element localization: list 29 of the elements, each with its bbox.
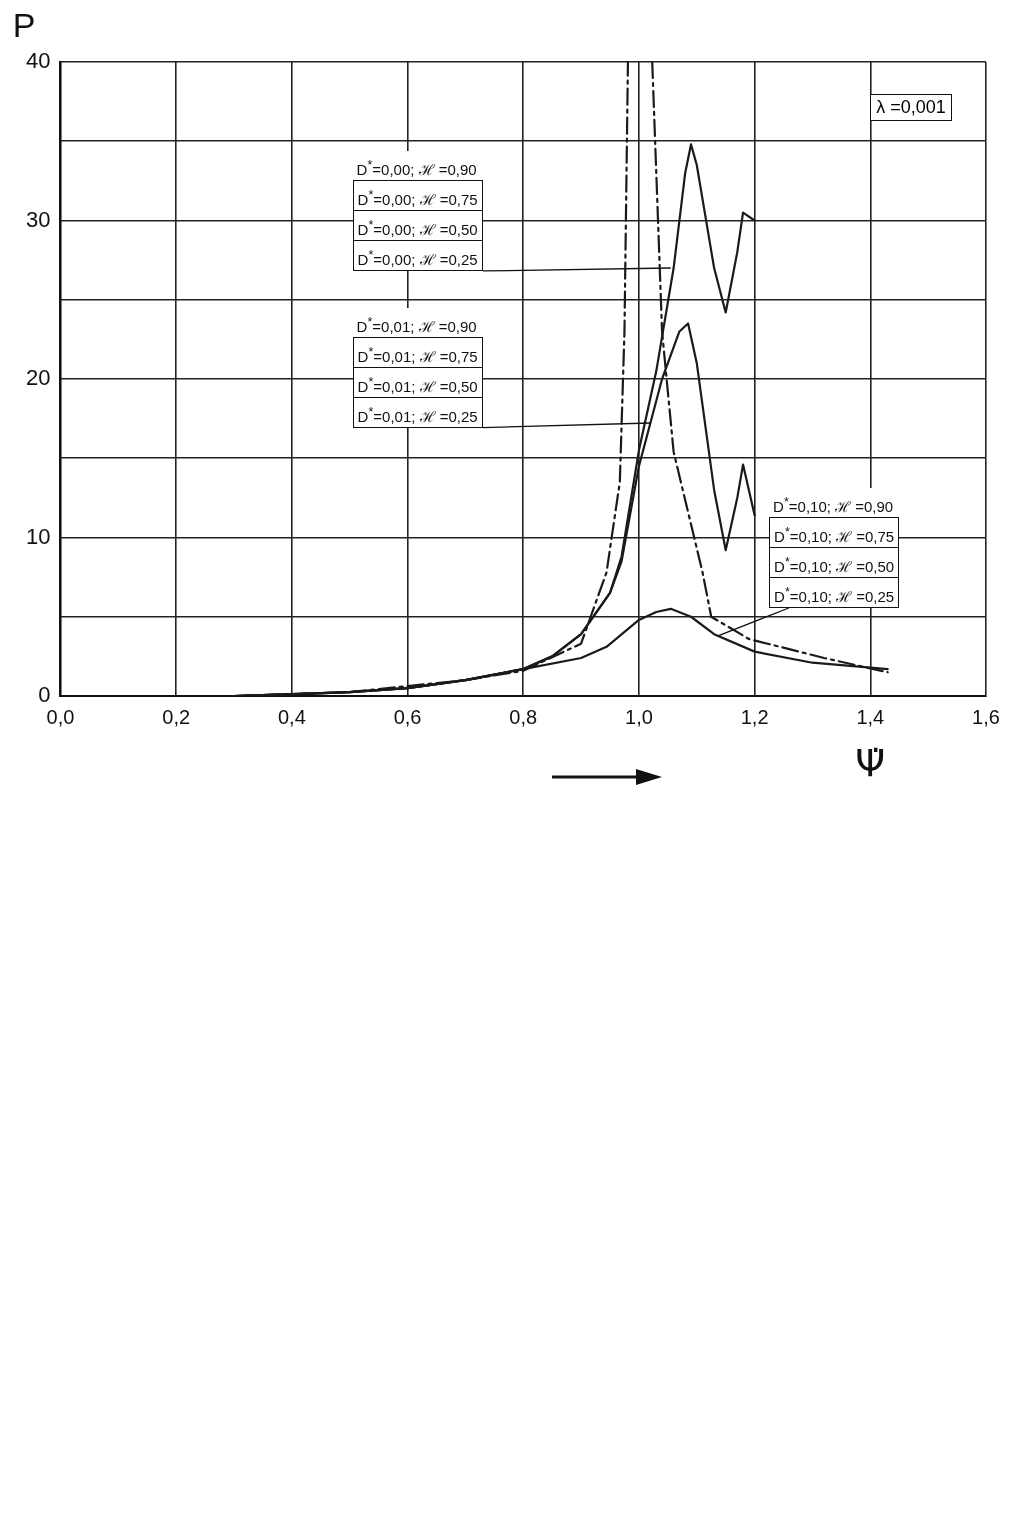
x-tick-label: 0,4 <box>277 705 306 728</box>
x-tick-label: 1,6 <box>972 705 1000 728</box>
annotation: D$^{*}$=0,01; ℋ =0,50 <box>352 366 483 397</box>
x-tick-label: 0,6 <box>393 705 422 728</box>
annotation: D$^{*}$=0,10; ℋ =0,25 <box>769 577 900 609</box>
y-axis-title: P <box>12 6 36 45</box>
y-tick-label: 0 <box>38 682 51 708</box>
annotation: D$^{*}$=0,10; ℋ =0,75 <box>769 517 900 548</box>
x-tick-label: 0,0 <box>46 705 75 728</box>
x-tick-label: 1,2 <box>740 705 769 728</box>
x-axis-title: Ψ̇ <box>855 741 886 785</box>
annotation: D$^{*}$=0,00; ℋ =0,25 <box>352 239 483 271</box>
annotation: D$^{*}$=0,00; ℋ =0,50 <box>352 209 483 240</box>
x-tick-label: 0,8 <box>509 705 538 728</box>
y-tick-label: 40 <box>25 48 51 74</box>
y-tick-label: 10 <box>25 523 51 549</box>
annotation: D$^{*}$=0,10; ℋ =0,50 <box>769 547 900 578</box>
y-tick-label: 30 <box>25 206 51 232</box>
annotation: λ =0,001 <box>870 93 952 121</box>
annotation: D$^{*}$=0,01; ℋ =0,25 <box>352 396 483 428</box>
annotation: D$^{*}$=0,01; ℋ =0,90 <box>352 307 483 337</box>
annotation: D$^{*}$=0,00; ℋ =0,75 <box>352 179 483 210</box>
x-tick-label: 0,2 <box>162 705 191 728</box>
y-tick-label: 20 <box>25 365 51 391</box>
x-tick-label: 1,0 <box>625 705 653 728</box>
x-tick-label: 1,4 <box>856 705 885 728</box>
annotation: D$^{*}$=0,00; ℋ =0,90 <box>352 150 483 180</box>
annotation: D$^{*}$=0,01; ℋ =0,75 <box>352 336 483 367</box>
annotation: D$^{*}$=0,10; ℋ =0,90 <box>769 488 900 518</box>
